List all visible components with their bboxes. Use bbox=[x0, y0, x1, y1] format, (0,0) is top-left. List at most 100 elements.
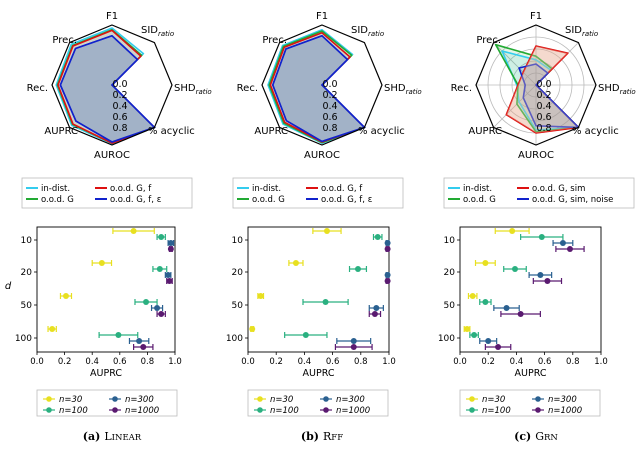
x-tick-label: 0.0 bbox=[453, 357, 467, 367]
radar-tick-label: 0.2 bbox=[536, 90, 551, 101]
radar-axis-auprc: AUPRC bbox=[44, 126, 78, 137]
caption-rff: (b) RFF bbox=[301, 430, 343, 443]
radar-grid-spoke bbox=[493, 84, 537, 128]
y-tick-label: 100 bbox=[15, 334, 32, 344]
legend-dot-n300 bbox=[112, 396, 118, 402]
point-n30 bbox=[62, 293, 69, 299]
radar-fill-in-dist bbox=[502, 51, 579, 130]
radar-tick-label: 0.6 bbox=[322, 112, 337, 123]
legend-label-ood-g-f-eps: o.o.d. G, f, ε bbox=[321, 195, 373, 205]
radar-frame bbox=[475, 24, 597, 146]
radar-axis-prec: Prec. bbox=[262, 35, 287, 46]
legend-box bbox=[21, 177, 193, 209]
y-tick-label: 20 bbox=[444, 268, 456, 278]
point-n100 bbox=[354, 266, 361, 272]
point-n1000 bbox=[384, 278, 391, 284]
point-n1000 bbox=[166, 278, 173, 284]
radar-axis-shd-sub: ratio bbox=[196, 88, 212, 96]
y-tick-label: 50 bbox=[444, 301, 456, 311]
point-n1000 bbox=[371, 311, 378, 317]
legend-label-in-dist: in-dist. bbox=[463, 184, 492, 194]
point-n300 bbox=[537, 272, 544, 278]
radar-axis-auprc: AUPRC bbox=[254, 126, 288, 137]
caption-num: (c) bbox=[514, 430, 531, 443]
legend-label-ood-g-sim-noise: o.o.d. G, sim, noise bbox=[532, 195, 613, 205]
point-n300 bbox=[384, 240, 391, 246]
legend-label-ood-g: o.o.d. G bbox=[252, 195, 285, 205]
radar-axis-rec: Rec. bbox=[237, 83, 258, 94]
point-n30 bbox=[509, 228, 516, 234]
caption-first: G bbox=[535, 430, 544, 443]
x-axis-label: AUPRC bbox=[303, 368, 335, 379]
legend-dot-n1000 bbox=[112, 407, 118, 413]
legend-label-n300: n=300 bbox=[336, 395, 365, 405]
radar-tick-label: 0.6 bbox=[536, 112, 551, 123]
radar-axis-auroc: AUROC bbox=[94, 150, 130, 161]
point-n1000 bbox=[167, 246, 174, 252]
point-n300 bbox=[167, 240, 174, 246]
point-n1000 bbox=[566, 246, 573, 252]
radar-frame bbox=[51, 24, 173, 146]
x-tick-label: 0.0 bbox=[241, 357, 255, 367]
x-tick-label: 1.0 bbox=[382, 357, 396, 367]
radar-tick-label: 0.2 bbox=[322, 90, 337, 101]
radar-series-outline bbox=[59, 34, 156, 143]
legend-dot-n100 bbox=[46, 407, 52, 413]
legend-dot-n30 bbox=[257, 396, 263, 402]
point-n100 bbox=[482, 299, 489, 305]
y-tick-label: 20 bbox=[232, 268, 244, 278]
legend-label-n300: n=300 bbox=[548, 395, 577, 405]
radar-axis-sid-sub: ratio bbox=[582, 30, 598, 38]
radar-tick-label: 0.8 bbox=[536, 123, 551, 134]
legend-label-ood-g-f-eps: o.o.d. G, f, ε bbox=[110, 195, 162, 205]
radar-axis-shd-main: SHD bbox=[598, 83, 620, 94]
point-n1000 bbox=[517, 311, 524, 317]
point-n300 bbox=[485, 338, 492, 344]
legend-label-n100: n=100 bbox=[270, 406, 299, 416]
radar-legend-linear: in-dist. o.o.d. G o.o.d. G, f o.o.d. G, … bbox=[21, 177, 193, 209]
caption-grn: (c) GRN bbox=[514, 430, 558, 443]
point-n300 bbox=[350, 338, 357, 344]
legend-box bbox=[443, 177, 635, 209]
y-tick-label: 20 bbox=[21, 268, 33, 278]
legend-box bbox=[247, 389, 389, 417]
radar-axis-shd-main: SHD bbox=[174, 83, 196, 94]
plot-frame bbox=[36, 226, 176, 353]
radar-area bbox=[272, 35, 365, 142]
caption-num: (b) bbox=[301, 430, 319, 443]
legend-label-in-dist: in-dist. bbox=[41, 184, 70, 194]
y-tick-label: 100 bbox=[438, 334, 455, 344]
radar-tick-label: 0.4 bbox=[112, 101, 127, 112]
radar-axis-shd: SHDratio bbox=[384, 83, 422, 96]
point-n30 bbox=[469, 293, 476, 299]
point-n100 bbox=[374, 234, 381, 240]
point-n100 bbox=[156, 266, 163, 272]
point-n100 bbox=[511, 266, 518, 272]
caption-rest: INEAR bbox=[112, 433, 142, 443]
point-n300 bbox=[503, 305, 510, 311]
legend-dot-n30 bbox=[469, 396, 475, 402]
y-tick-label: 50 bbox=[21, 301, 33, 311]
legend-dot-n300 bbox=[535, 396, 541, 402]
radar-axis-f1: F1 bbox=[316, 11, 328, 22]
radar-axis-rec: Rec. bbox=[451, 83, 472, 94]
x-tick-label: 0.0 bbox=[30, 357, 44, 367]
legend-box bbox=[36, 389, 178, 417]
point-n100 bbox=[115, 332, 122, 338]
radar-area bbox=[506, 46, 579, 133]
radar-axis-acyclic: % acyclic bbox=[572, 126, 619, 137]
point-n300 bbox=[373, 305, 380, 311]
radar-series-ood-g-f-eps bbox=[518, 63, 580, 129]
point-n30 bbox=[257, 293, 264, 299]
point-n30 bbox=[292, 260, 299, 266]
radar-axis-sid: SIDratio bbox=[351, 25, 384, 38]
x-tick-label: 0.8 bbox=[141, 357, 155, 367]
legend-label-ood-g: o.o.d. G bbox=[463, 195, 496, 205]
legend-dot-n300 bbox=[323, 396, 329, 402]
caption-first: R bbox=[323, 430, 332, 443]
point-n100 bbox=[158, 234, 165, 240]
